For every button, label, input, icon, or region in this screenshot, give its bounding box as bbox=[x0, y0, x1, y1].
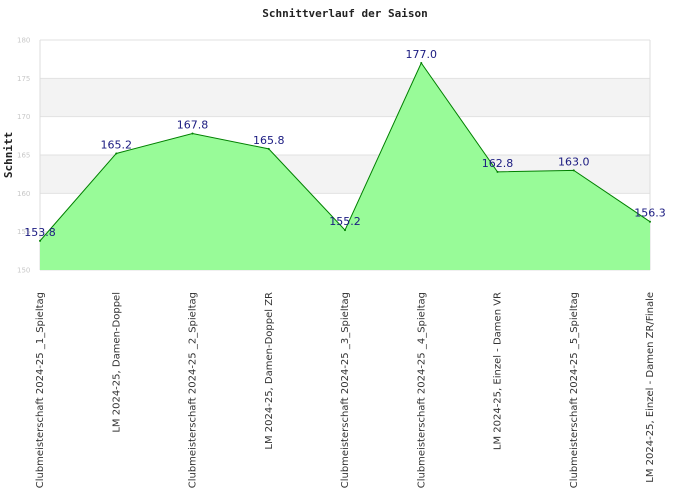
y-axis-ticks: 150 155 160 165 170 175 180 bbox=[17, 37, 30, 275]
data-point bbox=[572, 169, 575, 172]
x-tick-label: LM 2024-25, Einzel - Damen ZR/Finale bbox=[645, 292, 656, 483]
x-axis-ticks: Clubmeisterschaft 2024-25 _1_Spieltag LM … bbox=[35, 292, 656, 488]
data-point bbox=[344, 229, 346, 232]
y-tick-label: 165 bbox=[17, 152, 30, 160]
x-tick-label: Clubmeisterschaft 2024-25 _2_Spieltag bbox=[188, 292, 199, 488]
y-axis-label: Schnitt bbox=[2, 132, 15, 178]
x-tick-label: Clubmeisterschaft 2024-25 _1_Spieltag bbox=[35, 292, 46, 488]
data-point bbox=[267, 147, 270, 150]
data-point bbox=[115, 152, 118, 155]
data-label: 156.3 bbox=[634, 207, 666, 220]
x-tick-label: LM 2024-25, Damen-Doppel bbox=[111, 292, 122, 433]
data-point bbox=[191, 132, 194, 135]
data-labels: 153.8 165.2 167.8 165.8 155.2 177.0 162.8 163.0… bbox=[24, 48, 666, 239]
data-points bbox=[39, 62, 651, 242]
data-point bbox=[496, 170, 499, 173]
data-label: 165.8 bbox=[253, 134, 285, 147]
y-tick-label: 155 bbox=[17, 228, 30, 236]
chart-title: Schnittverlauf der Saison bbox=[262, 7, 428, 20]
y-tick-label: 180 bbox=[17, 37, 30, 45]
data-point bbox=[649, 220, 651, 223]
data-label: 177.0 bbox=[406, 48, 438, 61]
grid-band bbox=[40, 78, 650, 117]
x-tick-label: Clubmeisterschaft 2024-25 _4_Spieltag bbox=[416, 292, 427, 488]
grid-band bbox=[40, 40, 650, 79]
data-label: 167.8 bbox=[177, 119, 209, 132]
data-label: 165.2 bbox=[101, 138, 133, 151]
y-tick-label: 160 bbox=[17, 190, 30, 198]
x-tick-label: Clubmeisterschaft 2024-25 _5_Spieltag bbox=[569, 292, 580, 488]
x-tick-label: LM 2024-25, Einzel - Damen VR bbox=[493, 292, 504, 450]
data-label: 162.8 bbox=[482, 157, 514, 170]
y-tick-label: 175 bbox=[17, 75, 30, 83]
data-label: 163.0 bbox=[558, 155, 590, 168]
series-area bbox=[40, 63, 650, 270]
data-point bbox=[420, 62, 423, 64]
y-tick-label: 170 bbox=[17, 113, 30, 121]
x-tick-label: LM 2024-25, Damen-Doppel ZR bbox=[264, 292, 275, 450]
data-label: 153.8 bbox=[24, 226, 56, 239]
data-label: 155.2 bbox=[329, 215, 361, 228]
y-tick-label: 150 bbox=[17, 267, 30, 275]
x-tick-label: Clubmeisterschaft 2024-25 _3_Spieltag bbox=[340, 292, 351, 488]
data-point bbox=[39, 239, 41, 242]
